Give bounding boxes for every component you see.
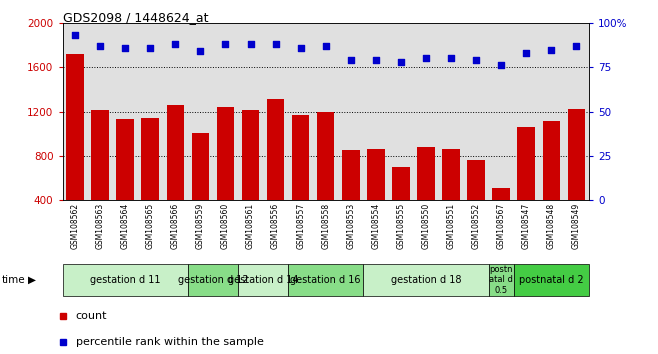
Text: gestation d 14: gestation d 14 [228, 275, 298, 285]
Bar [292, 115, 309, 244]
Text: GSM108564: GSM108564 [120, 203, 130, 250]
Text: GSM108549: GSM108549 [572, 203, 581, 250]
Text: GSM108554: GSM108554 [371, 203, 380, 250]
Bar [266, 99, 284, 244]
Text: gestation d 16: gestation d 16 [290, 275, 361, 285]
Point [345, 57, 356, 63]
Bar [489, 264, 514, 296]
Point [195, 48, 206, 54]
Text: GSM108553: GSM108553 [346, 203, 355, 250]
Text: GSM108550: GSM108550 [422, 203, 430, 250]
Text: GSM108555: GSM108555 [396, 203, 405, 250]
Point [445, 56, 456, 61]
Bar [317, 112, 334, 244]
Text: GSM108552: GSM108552 [472, 203, 480, 249]
Point [546, 47, 557, 52]
Text: time: time [1, 275, 25, 285]
Point [70, 33, 80, 38]
Bar [66, 54, 84, 244]
Text: percentile rank within the sample: percentile rank within the sample [76, 337, 264, 347]
Bar [392, 167, 410, 244]
Bar [442, 149, 460, 244]
Bar [417, 147, 435, 244]
Text: GSM108566: GSM108566 [171, 203, 180, 250]
Text: GSM108559: GSM108559 [196, 203, 205, 250]
Text: GSM108565: GSM108565 [145, 203, 155, 250]
Text: ▶: ▶ [28, 275, 36, 285]
Text: gestation d 18: gestation d 18 [391, 275, 461, 285]
Bar [166, 105, 184, 244]
Point [120, 45, 130, 51]
Point [471, 57, 482, 63]
Point [245, 41, 256, 47]
Text: GSM108551: GSM108551 [447, 203, 455, 249]
Text: GSM108547: GSM108547 [522, 203, 531, 250]
Bar [363, 264, 489, 296]
Text: gestation d 11: gestation d 11 [90, 275, 161, 285]
Point [370, 57, 381, 63]
Bar [141, 118, 159, 244]
Bar [63, 264, 188, 296]
Text: GSM108558: GSM108558 [321, 203, 330, 249]
Text: GDS2098 / 1448624_at: GDS2098 / 1448624_at [63, 11, 208, 24]
Text: gestation d 12: gestation d 12 [178, 275, 248, 285]
Text: count: count [76, 311, 107, 321]
Bar [288, 264, 363, 296]
Bar [116, 119, 134, 244]
Bar [467, 160, 485, 244]
Point [420, 56, 431, 61]
Bar [543, 121, 560, 244]
Bar [514, 264, 589, 296]
Point [521, 50, 532, 56]
Point [220, 41, 231, 47]
Point [270, 41, 281, 47]
Point [320, 43, 331, 49]
Bar [91, 110, 109, 244]
Point [395, 59, 406, 65]
Text: GSM108562: GSM108562 [70, 203, 80, 249]
Text: GSM108557: GSM108557 [296, 203, 305, 250]
Point [145, 45, 155, 51]
Point [170, 41, 180, 47]
Text: GSM108563: GSM108563 [95, 203, 105, 250]
Text: GSM108548: GSM108548 [547, 203, 556, 249]
Bar [191, 132, 209, 244]
Bar [188, 264, 238, 296]
Point [95, 43, 105, 49]
Text: GSM108560: GSM108560 [221, 203, 230, 250]
Point [496, 63, 507, 68]
Text: postnatal d 2: postnatal d 2 [519, 275, 584, 285]
Bar [568, 109, 585, 244]
Bar [241, 110, 259, 244]
Bar [342, 150, 359, 244]
Bar [492, 188, 510, 244]
Bar [517, 127, 535, 244]
Text: GSM108567: GSM108567 [497, 203, 506, 250]
Bar [216, 107, 234, 244]
Bar [238, 264, 288, 296]
Text: GSM108561: GSM108561 [246, 203, 255, 249]
Text: postn
atal d
0.5: postn atal d 0.5 [490, 265, 513, 295]
Text: GSM108556: GSM108556 [271, 203, 280, 250]
Point [295, 45, 306, 51]
Point [571, 43, 582, 49]
Bar [367, 149, 385, 244]
